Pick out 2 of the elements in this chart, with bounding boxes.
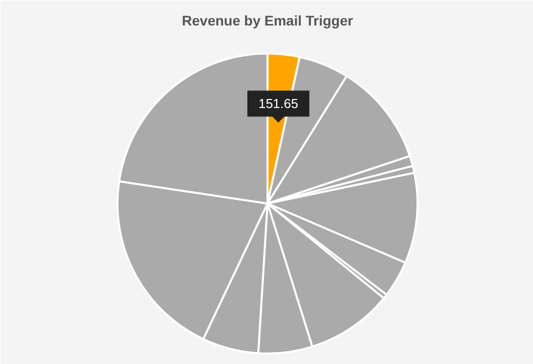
- chart-title: Revenue by Email Trigger: [182, 12, 354, 28]
- data-label: 151.65: [258, 96, 298, 112]
